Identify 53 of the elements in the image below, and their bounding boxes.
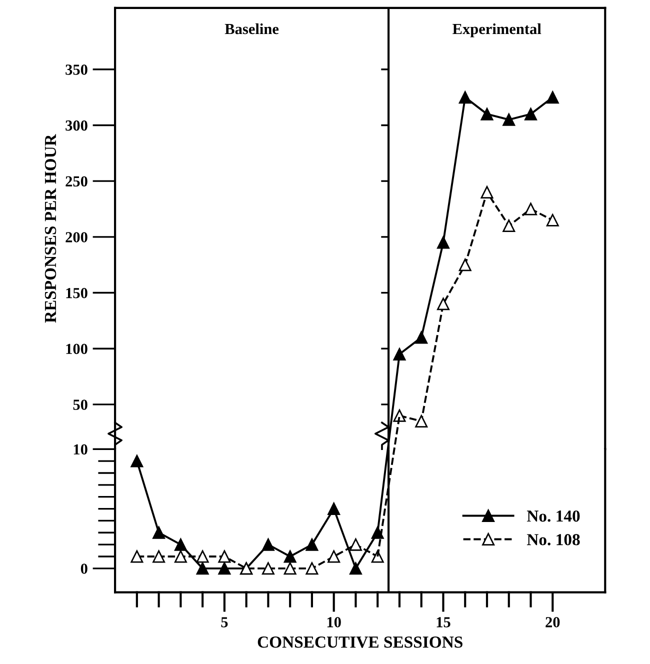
y-tick-label: 100 [66,344,88,354]
point [284,550,296,563]
point [458,258,472,272]
point [502,220,516,232]
y-tick-label: 0 [80,564,88,574]
point [196,550,209,563]
point [328,502,340,516]
point [174,538,187,551]
point [480,186,494,198]
point [415,414,428,428]
point [502,113,516,126]
point [284,562,296,575]
point [174,550,187,563]
point [436,298,450,310]
point [328,550,340,563]
point [152,550,166,563]
y-tick-label: 200 [66,232,88,242]
point [349,538,362,551]
legend-label: No. 108 [526,534,580,546]
point [524,202,538,216]
point [152,526,166,539]
x-axis-title: CONSECUTIVE SESSIONS [258,636,462,648]
point [218,550,231,563]
point [306,562,318,575]
point [262,538,274,551]
point [524,108,538,120]
x-tick-label: 5 [221,617,228,628]
y-tick-label: 50 [73,400,88,410]
annotation: Baseline [224,23,279,34]
point [480,108,494,120]
x-tick-label: 20 [546,617,560,628]
point [130,454,144,468]
point [130,550,144,563]
point [349,562,362,575]
annotation: Experimental [452,23,542,38]
legend-label: No. 140 [526,510,580,522]
point [306,538,318,551]
y-axis-title: RESPONSES PER HOUR [44,134,56,323]
point [546,214,559,226]
x-tick-label: 15 [436,617,450,628]
point [196,562,209,575]
point [458,91,472,104]
y-tick-label: 250 [66,176,88,187]
point [218,562,231,575]
point [436,236,450,249]
y-tick-label: 350 [66,64,88,75]
point [415,331,428,344]
y-tick-label: 150 [66,288,88,298]
y-tick-label: 300 [66,120,88,131]
point [262,562,274,575]
y-tick-label: 10 [74,444,88,455]
x-tick-label: 10 [327,617,341,628]
point [546,91,559,104]
